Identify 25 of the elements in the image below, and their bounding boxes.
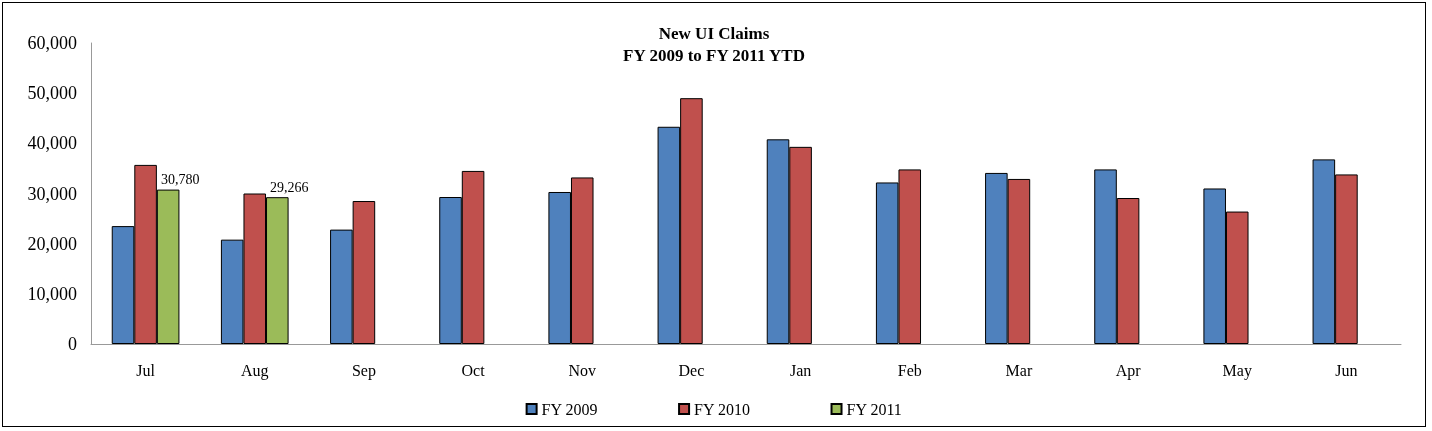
y-tick-label: 10,000 [27, 283, 77, 304]
x-tick-label: Jul [136, 361, 156, 379]
x-tick-label: Oct [461, 361, 486, 379]
y-tick-label: 60,000 [27, 33, 77, 53]
legend-label: FY 2011 [846, 400, 902, 418]
x-tick-label: Apr [1115, 361, 1142, 380]
x-tick-label: Jun [1335, 361, 1358, 379]
y-tick-label: 0 [68, 334, 77, 354]
x-tick-label: Nov [568, 361, 597, 379]
x-tick-label: Feb [897, 361, 922, 379]
x-tick-label: May [1222, 361, 1252, 380]
legend-label: FY 2010 [694, 400, 750, 418]
legend-label: FY 2009 [541, 400, 598, 418]
data-label: 29,266 [270, 179, 309, 195]
x-tick-label: Mar [1005, 361, 1033, 379]
y-tick-label: 30,000 [27, 183, 77, 204]
y-tick-label: 50,000 [27, 83, 77, 104]
x-tick-label: Dec [678, 361, 705, 379]
chart-title: New UI Claims FY 2009 to FY 2011 YTD [623, 23, 805, 65]
x-tick-label: Jan [789, 361, 812, 379]
y-tick-label: 40,000 [27, 133, 77, 154]
x-tick-label: Aug [240, 361, 269, 380]
y-tick-label: 20,000 [27, 233, 77, 254]
data-label: 30,780 [160, 172, 200, 188]
x-tick-label: Sep [351, 361, 376, 380]
